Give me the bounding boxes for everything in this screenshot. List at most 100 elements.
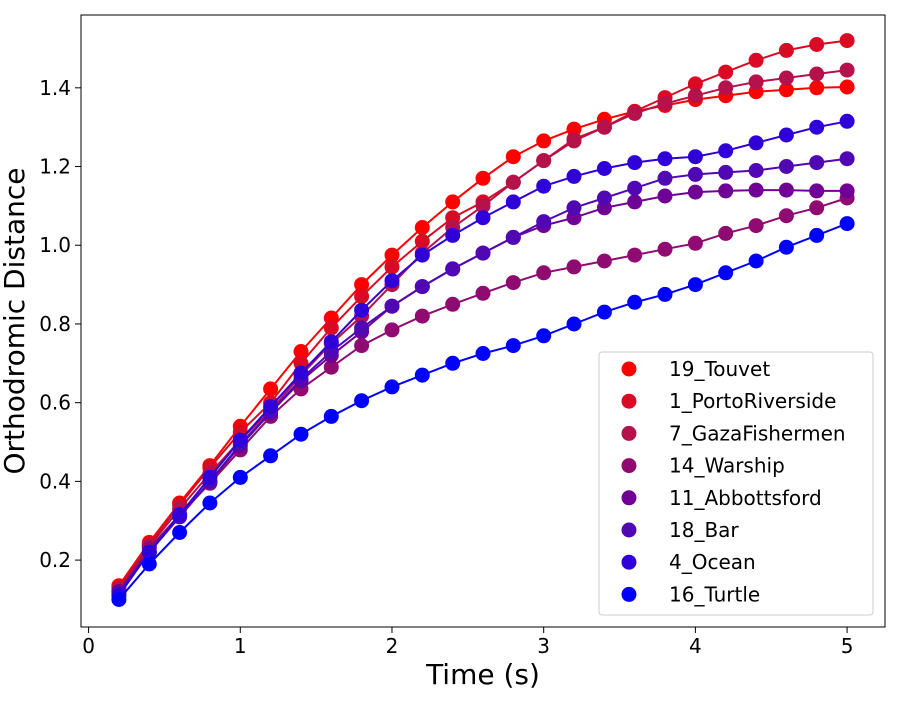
data-point — [354, 320, 370, 336]
data-point — [748, 52, 764, 68]
data-point — [293, 426, 309, 442]
data-point — [687, 76, 703, 92]
data-point — [778, 239, 794, 255]
data-point — [687, 149, 703, 165]
data-point — [141, 544, 157, 560]
data-point — [839, 216, 855, 232]
legend-marker — [621, 586, 637, 602]
data-point — [505, 194, 521, 210]
data-point — [778, 82, 794, 98]
legend-label: 16_Turtle — [669, 582, 760, 606]
data-point — [414, 220, 430, 235]
data-point — [505, 275, 521, 291]
data-point — [839, 113, 855, 129]
data-point — [778, 42, 794, 58]
data-point — [687, 277, 703, 293]
legend-label: 4_Ocean — [669, 550, 756, 574]
data-point — [536, 214, 552, 230]
data-point — [536, 328, 552, 344]
data-point — [172, 525, 188, 540]
data-point — [323, 359, 339, 375]
data-point — [414, 279, 430, 295]
data-point — [566, 200, 582, 216]
data-point — [566, 316, 582, 332]
data-point — [718, 164, 734, 180]
data-point — [596, 190, 612, 206]
data-point — [809, 80, 825, 96]
data-point — [809, 227, 825, 243]
data-point — [536, 265, 552, 281]
x-tick-label: 4 — [689, 634, 702, 658]
data-point — [748, 74, 764, 90]
data-point — [778, 208, 794, 224]
y-tick-label: 0.8 — [39, 312, 71, 336]
data-point — [232, 469, 248, 485]
plot-lines — [111, 33, 855, 607]
data-point — [354, 277, 370, 293]
data-point — [748, 135, 764, 151]
y-axis-ticks: 0.2 0.4 0.6 0.8 1.0 1.2 1.4 — [39, 76, 81, 572]
legend-item-7_GazaFishermen: 7_GazaFishermen — [621, 421, 846, 445]
data-point — [566, 168, 582, 184]
data-point — [566, 133, 582, 149]
data-point — [657, 96, 673, 112]
data-point — [778, 127, 794, 143]
x-axis-ticks: 0 1 2 3 4 5 — [82, 627, 853, 658]
data-point — [596, 253, 612, 269]
data-point — [657, 286, 673, 302]
data-point — [687, 88, 703, 104]
data-point — [384, 322, 400, 338]
data-point — [536, 178, 552, 194]
data-point — [718, 183, 734, 199]
data-point — [839, 79, 855, 95]
data-point — [475, 198, 491, 214]
legend-label: 19_Touvet — [669, 357, 770, 381]
legend-marker — [621, 458, 637, 474]
series-16_Turtle — [111, 216, 855, 607]
data-point — [657, 151, 673, 167]
data-point — [748, 218, 764, 234]
data-point — [354, 302, 370, 318]
data-point — [172, 507, 188, 523]
data-point — [505, 149, 521, 165]
data-point — [839, 151, 855, 167]
data-point — [475, 346, 491, 361]
legend-marker — [621, 554, 637, 570]
legend-marker — [621, 490, 637, 506]
data-point — [414, 247, 430, 263]
legend-label: 18_Bar — [669, 518, 739, 542]
data-point — [839, 62, 855, 78]
data-point — [657, 188, 673, 204]
plot-frame — [80, 14, 886, 628]
x-tick-label: 5 — [841, 634, 854, 658]
data-point — [384, 298, 400, 314]
data-point — [596, 304, 612, 320]
data-point — [445, 296, 461, 312]
data-point — [354, 288, 370, 304]
data-point — [475, 210, 491, 226]
data-point — [263, 448, 279, 464]
legend: 19_Touvet 1_PortoRiverside 7_GazaFishermen… — [598, 351, 874, 616]
legend-label: 7_GazaFishermen — [669, 421, 846, 445]
data-point — [809, 119, 825, 135]
data-point — [475, 170, 491, 186]
data-point — [687, 184, 703, 200]
data-point — [778, 70, 794, 86]
legend-label: 1_PortoRiverside — [669, 389, 836, 413]
data-point — [809, 183, 825, 199]
legend-item-18_Bar: 18_Bar — [621, 518, 739, 542]
data-point — [263, 399, 279, 415]
data-point — [354, 338, 370, 354]
y-tick-label: 0.6 — [39, 391, 71, 415]
data-point — [809, 155, 825, 171]
data-point — [202, 495, 218, 511]
y-tick-label: 1.0 — [39, 233, 71, 257]
legend-item-1_PortoRiverside: 1_PortoRiverside — [621, 389, 836, 413]
legend-label: 14_Warship — [669, 454, 785, 478]
data-point — [627, 294, 643, 310]
data-point — [475, 285, 491, 301]
data-point — [445, 261, 461, 277]
y-tick-label: 0.2 — [39, 548, 71, 572]
data-point — [809, 37, 825, 52]
